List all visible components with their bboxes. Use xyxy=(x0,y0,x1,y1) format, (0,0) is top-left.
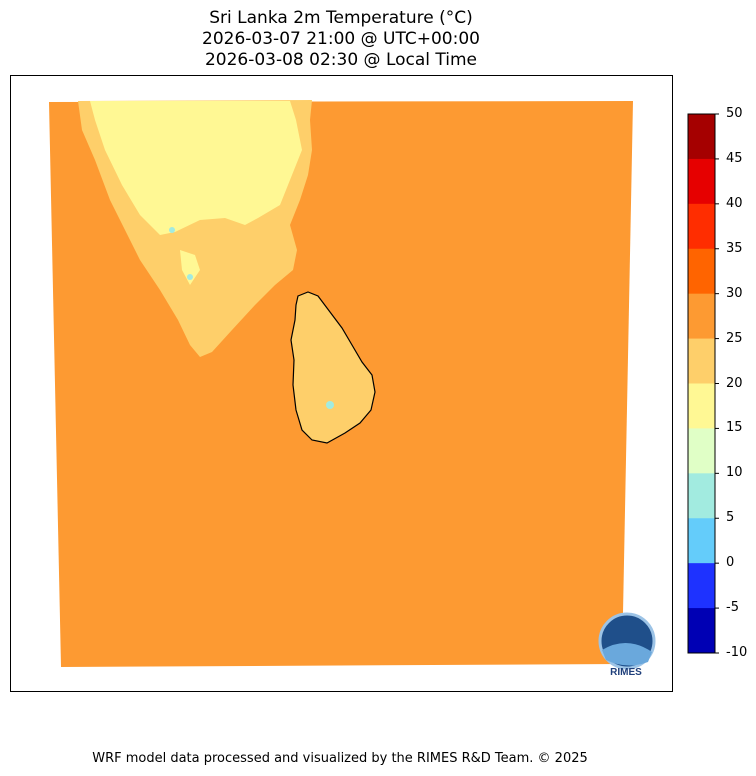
colorbar-segment xyxy=(688,383,715,429)
colorbar-segment xyxy=(688,158,715,205)
title-line-2: 2026-03-07 21:00 @ UTC+00:00 xyxy=(202,29,480,49)
colorbar-tick-label: 30 xyxy=(726,285,743,301)
sri-lanka-land xyxy=(290,291,376,444)
colorbar-segment xyxy=(688,518,715,564)
colorbar-segment xyxy=(688,248,715,295)
colorbar-tick-label: 20 xyxy=(726,375,743,391)
colorbar xyxy=(687,113,719,654)
cold-spot xyxy=(326,401,334,409)
logo-text: RIMES xyxy=(610,667,642,678)
colorbar-segment xyxy=(688,563,715,609)
colorbar-segment xyxy=(688,473,715,519)
colorbar-segment xyxy=(688,338,715,384)
cold-spot xyxy=(169,227,175,233)
title-line-1: Sri Lanka 2m Temperature (°C) xyxy=(209,8,473,28)
colorbar-segment xyxy=(688,293,715,340)
colorbar-tick-label: 5 xyxy=(726,510,735,526)
colorbar-tick-label: 0 xyxy=(726,555,735,571)
colorbar-segment xyxy=(688,428,715,474)
chart-title: Sri Lanka 2m Temperature (°C) 2026-03-07… xyxy=(10,8,672,71)
colorbar-tick-label: -10 xyxy=(726,645,748,660)
colorbar-tick-label: 40 xyxy=(726,195,743,211)
colorbar-segment xyxy=(688,608,715,654)
india-cool-field xyxy=(90,101,302,285)
colorbar-tick-label: 45 xyxy=(726,150,743,166)
rimes-logo: RIMES xyxy=(598,612,656,678)
colorbar-segment xyxy=(688,114,715,160)
title-line-3: 2026-03-08 02:30 @ Local Time xyxy=(204,50,478,70)
footer-credit: WRF model data processed and visualized … xyxy=(92,751,588,766)
colorbar-tick-label: -5 xyxy=(726,600,739,616)
colorbar-tick-label: 15 xyxy=(726,420,743,436)
colorbar-tick-label: 10 xyxy=(726,465,743,481)
colorbar-segment xyxy=(688,203,715,250)
colorbar-tick-label: 25 xyxy=(726,330,743,346)
colorbar-tick-label: 50 xyxy=(726,106,743,121)
cold-spot xyxy=(187,274,193,280)
colorbar-tick-label: 35 xyxy=(726,240,743,256)
